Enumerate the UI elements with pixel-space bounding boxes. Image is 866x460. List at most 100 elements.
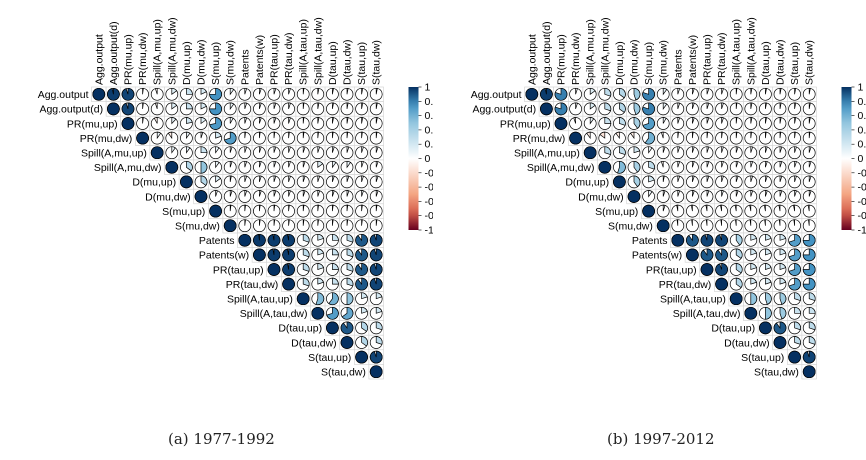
pie-2-9: [656, 117, 670, 130]
row-label-19: S(tau,dw): [754, 367, 799, 379]
pie-6-6: [613, 175, 626, 189]
row-label-2: PR(mu,up): [500, 118, 551, 130]
pie-6-19: [369, 175, 383, 189]
colorbar-tick-label-9: -0.8: [425, 210, 434, 222]
colorbar-tick-label-2: 0.6: [858, 110, 866, 122]
pie-12-19: [802, 263, 816, 276]
pie-3-7: [627, 131, 641, 145]
pie-8-9: [223, 204, 237, 218]
row-label-15: Spill(A,tau,dw): [673, 308, 741, 320]
pie-13-17: [340, 277, 354, 291]
pie-14-15: [744, 292, 758, 306]
pie-5-9: [223, 160, 237, 174]
pie-3-16: [326, 131, 339, 145]
pie-1-16: [326, 102, 339, 116]
pie-7-13: [282, 190, 295, 203]
pie-6-7: [194, 175, 208, 189]
row-label-2: PR(mu,up): [67, 118, 118, 130]
pie-1-2: [554, 102, 568, 116]
pie-6-16: [326, 175, 339, 189]
pie-15-19: [369, 306, 383, 320]
pie-14-16: [326, 292, 339, 306]
col-label-1: Agg.output(d): [541, 21, 553, 85]
pie-10-14: [729, 233, 743, 247]
pie-9-9: [223, 219, 237, 233]
pie-0-4: [583, 87, 597, 101]
pie-10-16: [759, 233, 772, 247]
col-label-3: PR(mu,dw): [137, 32, 149, 85]
pie-1-3: [136, 102, 149, 116]
pie-3-19: [369, 131, 383, 145]
pie-3-8: [642, 131, 655, 145]
pie-6-10: [671, 175, 685, 189]
pie-6-15: [311, 175, 325, 189]
pie-11-14: [296, 248, 310, 262]
pie-3-14: [729, 131, 743, 145]
pie-0-2: [554, 87, 568, 101]
pie-12-12: [267, 263, 281, 276]
pie-5-16: [759, 160, 772, 174]
pie-4-12: [700, 146, 714, 160]
colorbar-tick-label-5: 0: [858, 153, 864, 165]
colorbar-tick-label-6: -0.2: [425, 167, 434, 179]
pie-7-10: [238, 190, 252, 203]
pie-0-11: [686, 87, 699, 101]
pie-4-8: [209, 146, 222, 160]
pie-9-18: [788, 219, 801, 233]
pie-10-13: [282, 233, 295, 247]
pie-10-11: [686, 233, 699, 247]
pie-12-15: [311, 263, 325, 276]
pie-4-13: [715, 146, 728, 160]
row-label-13: PR(tau,dw): [226, 279, 279, 291]
col-label-13: PR(tau,dw): [716, 32, 728, 85]
pie-6-8: [642, 175, 655, 189]
colorbar-tick-label-3: 0.4: [858, 124, 866, 136]
pie-1-8: [209, 102, 222, 116]
colorbar-tick-label-1: 0.8: [425, 96, 434, 108]
col-label-8: S(mu,up): [643, 42, 655, 85]
pie-4-19: [802, 146, 816, 160]
pie-2-5: [598, 117, 612, 130]
pie-3-7: [194, 131, 208, 145]
pie-13-19: [802, 277, 816, 291]
pie-7-8: [209, 190, 222, 203]
pie-0-4: [150, 87, 164, 101]
pie-6-9: [223, 175, 237, 189]
pie-0-16: [759, 87, 772, 101]
pie-1-4: [583, 102, 597, 116]
pie-5-7: [627, 160, 641, 174]
pie-13-19: [369, 277, 383, 291]
pie-1-14: [296, 102, 310, 116]
col-label-13: PR(tau,dw): [283, 32, 295, 85]
row-label-18: S(tau,up): [741, 352, 784, 364]
pie-3-18: [355, 131, 368, 145]
pie-2-15: [744, 117, 758, 130]
pie-1-1: [107, 102, 120, 116]
pie-2-4: [583, 117, 597, 130]
row-label-7: D(mu,dw): [578, 191, 624, 203]
pie-5-5: [165, 160, 179, 174]
row-label-12: PR(tau,up): [646, 264, 697, 276]
pie-7-12: [700, 190, 714, 203]
pie-2-13: [282, 117, 295, 130]
row-label-4: Spill(A,mu,up): [81, 148, 147, 160]
pie-11-11: [253, 248, 266, 262]
pie-5-18: [788, 160, 801, 174]
pie-9-15: [311, 219, 325, 233]
pie-0-1: [107, 87, 120, 101]
row-label-7: D(mu,dw): [145, 191, 191, 203]
pie-5-8: [642, 160, 655, 174]
pie-3-17: [340, 131, 354, 145]
colorbar-tick-label-10: -1: [425, 225, 434, 237]
pie-11-19: [802, 248, 816, 262]
pie-3-12: [700, 131, 714, 145]
pie-8-8: [642, 204, 655, 218]
pie-1-12: [267, 102, 281, 116]
pie-6-11: [686, 175, 699, 189]
pie-2-15: [311, 117, 325, 130]
pie-0-13: [282, 87, 295, 101]
pie-16-17: [773, 321, 787, 335]
pie-1-7: [627, 102, 641, 116]
pie-10-15: [744, 233, 758, 247]
pie-0-14: [729, 87, 743, 101]
